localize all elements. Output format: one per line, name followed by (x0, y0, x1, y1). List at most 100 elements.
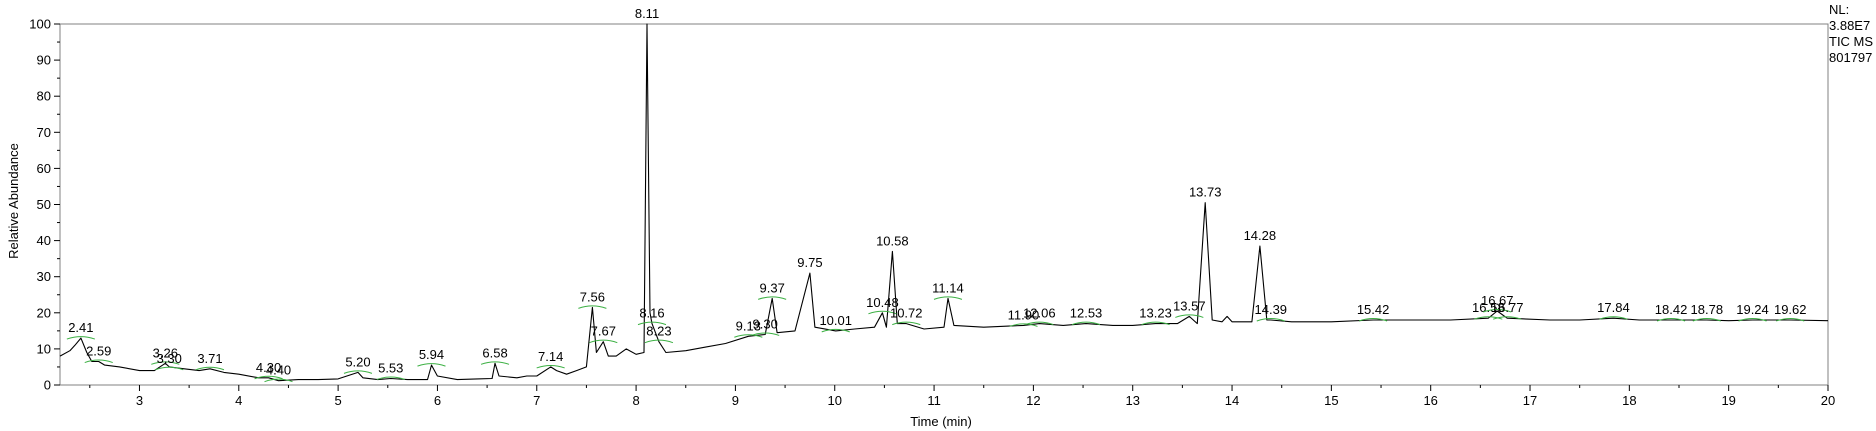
side-info-line: 801797 (1829, 50, 1873, 65)
peak-label: 19.24 (1736, 302, 1769, 317)
side-info-line: TIC MS (1829, 34, 1874, 49)
integration-marker (254, 375, 283, 380)
y-tick-label: 40 (37, 233, 51, 248)
x-tick-label: 19 (1721, 393, 1735, 408)
y-tick-label: 60 (37, 161, 51, 176)
integration-marker (1256, 318, 1285, 322)
peak-label: 2.41 (68, 320, 93, 335)
integration-marker (1071, 321, 1101, 326)
peak-label: 12.06 (1023, 306, 1056, 321)
integration-marker (536, 364, 565, 369)
peak-label: 10.48 (866, 295, 899, 310)
integration-marker (1776, 318, 1805, 322)
integration-marker (195, 366, 225, 371)
peak-label: 13.23 (1139, 306, 1172, 321)
peak-label: 7.56 (580, 289, 605, 304)
peak-label: 8.11 (635, 6, 659, 21)
peak-label-layer: 2.41 2.59 3.263.30 3.71 4.304.40 5.20 5.53 5.94… (66, 6, 1807, 383)
integration-marker (933, 296, 963, 300)
axes: 0 10 20 30 40 50 60 70 80 90 100 3 4 5 6 7 8 9 10 11 12 13 14 1… (29, 17, 1835, 409)
peak-label: 3.71 (197, 351, 222, 366)
peak-label: 7.67 (591, 324, 616, 339)
plot-frame (59, 23, 1829, 386)
peak-label: 17.84 (1597, 300, 1630, 315)
y-tick-label: 70 (37, 125, 51, 140)
integration-marker (1599, 316, 1628, 320)
integration-marker (1493, 316, 1522, 320)
integration-marker (1692, 318, 1721, 322)
integration-marker (1009, 323, 1038, 327)
side-info-line: 3.88E7 (1829, 18, 1871, 33)
integration-marker (417, 363, 446, 367)
x-tick-label: 3 (136, 393, 143, 408)
peak-label: 5.53 (378, 361, 403, 376)
integration-marker (376, 376, 405, 380)
integration-marker (578, 305, 607, 309)
peak-label: 4.30 (256, 360, 281, 375)
y-tick-label: 0 (44, 378, 51, 393)
peak-label: 18.42 (1655, 302, 1688, 317)
integration-marker (155, 366, 184, 371)
peak-label: 18.78 (1691, 302, 1724, 317)
integration-marker (637, 321, 667, 326)
integration-marker (480, 361, 510, 365)
peak-label: 8.23 (646, 324, 671, 339)
peak-label: 11.90 (1008, 307, 1040, 322)
peak-label: 12.53 (1070, 306, 1103, 321)
integration-marker (589, 339, 618, 344)
peak-label: 5.94 (419, 347, 444, 362)
x-tick-label: 10 (828, 393, 842, 408)
peak-label: 15.42 (1357, 302, 1390, 317)
y-tick-label: 100 (29, 17, 51, 32)
peak-label: 9.13 (736, 318, 761, 333)
integration-marker (821, 328, 850, 333)
x-axis-label: Time (min) (910, 414, 972, 429)
x-tick-label: 14 (1225, 393, 1239, 408)
peak-label: 10.58 (876, 233, 909, 248)
x-tick-label: 4 (235, 393, 242, 408)
peak-label: 11.14 (932, 280, 964, 295)
integration-marker (66, 336, 96, 340)
y-tick-label: 20 (37, 305, 51, 320)
integration-marker (734, 334, 763, 338)
peak-label: 10.72 (890, 306, 923, 321)
peak-label: 16.77 (1491, 300, 1524, 315)
peak-label: 5.20 (345, 354, 370, 369)
peak-label: 14.39 (1255, 302, 1288, 317)
side-info-line: NL: (1829, 2, 1850, 17)
x-tick-label: 17 (1523, 393, 1537, 408)
y-tick-label: 50 (37, 197, 51, 212)
y-tick-label: 10 (37, 341, 51, 356)
integration-marker (84, 359, 113, 364)
integration-marker (868, 310, 897, 315)
integration-marker (751, 332, 780, 336)
trace-layer (59, 23, 1829, 382)
x-tick-label: 18 (1622, 393, 1636, 408)
peak-label: 3.30 (157, 351, 182, 366)
peak-label: 4.40 (266, 363, 291, 378)
y-tick-label: 80 (37, 89, 51, 104)
x-tick-label: 12 (1026, 393, 1040, 408)
integration-marker (1141, 321, 1170, 326)
x-tick-label: 5 (334, 393, 341, 408)
peak-label: 16.58 (1472, 300, 1505, 315)
x-tick-label: 15 (1324, 393, 1338, 408)
peak-label: 19.62 (1774, 302, 1807, 317)
integration-marker (1358, 318, 1388, 322)
integration-marker (343, 370, 373, 374)
integration-marker (892, 321, 921, 326)
x-tick-label: 7 (533, 393, 540, 408)
peak-label: 7.14 (538, 349, 563, 364)
y-tick-label: 90 (37, 53, 51, 68)
y-tick-label: 30 (37, 269, 51, 284)
y-axis-label: Relative Abundance (6, 143, 21, 259)
integration-marker (1656, 318, 1686, 322)
x-tick-label: 6 (434, 393, 441, 408)
peak-label: 8.16 (639, 306, 664, 321)
peak-label: 13.57 (1173, 298, 1206, 313)
x-tick-label: 13 (1125, 393, 1139, 408)
peak-label: 14.28 (1244, 228, 1277, 243)
peak-label: 16.67 (1481, 293, 1514, 308)
peak-label: 10.01 (819, 313, 852, 328)
